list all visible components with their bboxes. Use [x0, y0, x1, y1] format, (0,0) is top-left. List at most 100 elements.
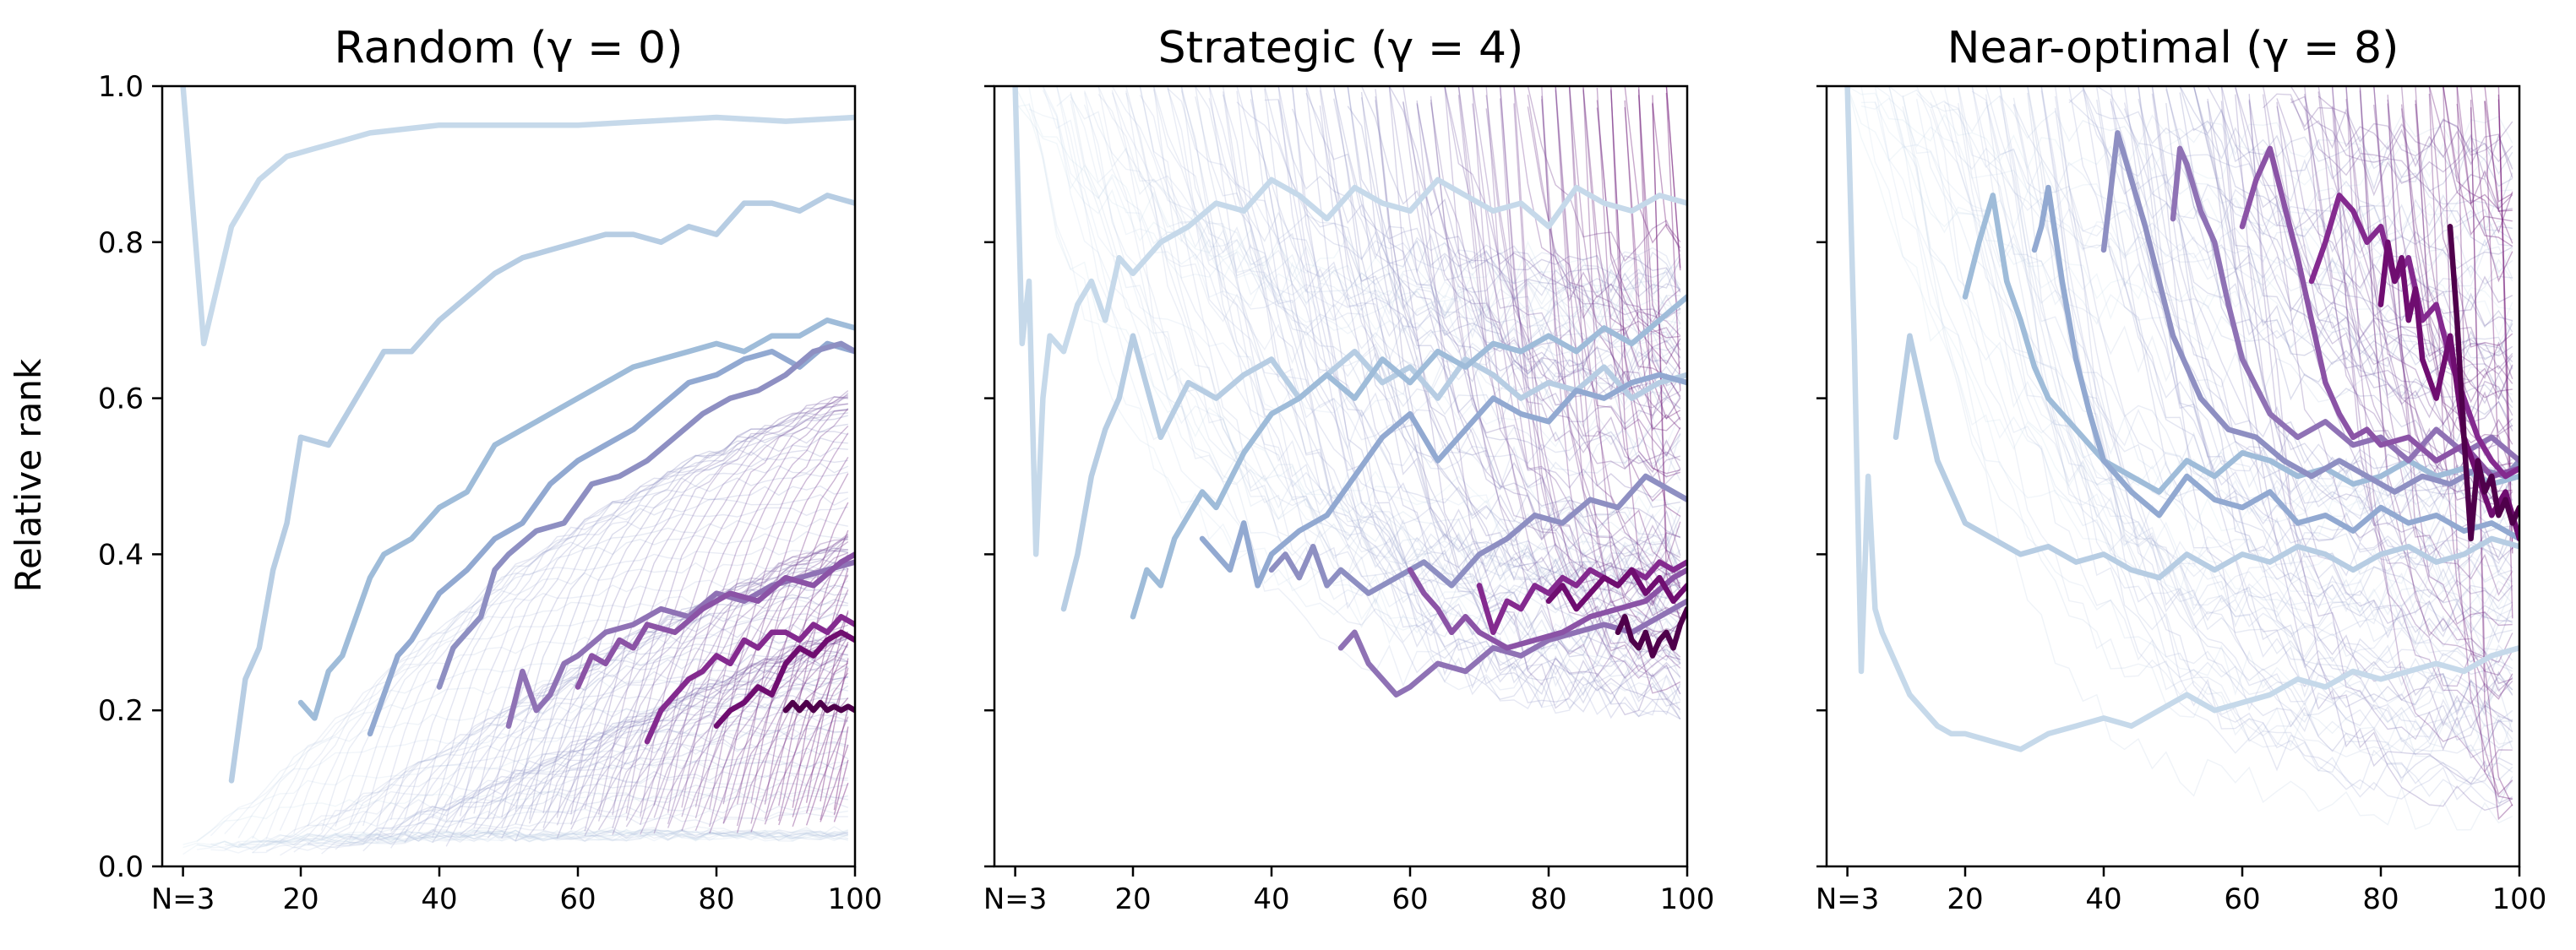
x-tick-label: 80 [698, 882, 734, 916]
background-trace [473, 437, 848, 814]
background-trace [1999, 86, 2513, 680]
background-trace [280, 829, 848, 856]
background-trace [1083, 92, 1681, 644]
x-tick-label: 40 [2085, 882, 2121, 916]
background-trace [1847, 86, 2513, 190]
background-trace [2248, 100, 2513, 759]
background-trace [321, 812, 848, 855]
background-trace [2207, 100, 2513, 558]
background-trace [1902, 106, 2513, 759]
background-trace [182, 828, 849, 849]
background-trace [196, 829, 849, 849]
highlighted-series-group [1012, 86, 1687, 698]
series-line-n20 [1962, 193, 2519, 495]
background-trace [1513, 86, 1681, 638]
background-trace [1472, 86, 1681, 420]
background-trace [1971, 86, 2513, 654]
highlighted-series-group [1844, 86, 2519, 752]
background-trace [2290, 95, 2513, 212]
background-trace [1056, 86, 1681, 583]
series-line-n90 [782, 699, 855, 714]
background-trace [722, 554, 849, 823]
background-trace [1277, 86, 1681, 720]
background-trace [2012, 97, 2513, 584]
background-trace [1250, 99, 1681, 543]
background-trace [390, 759, 849, 849]
background-trace [293, 757, 848, 848]
background-trace [389, 494, 849, 821]
y-tick-label: 0.4 [98, 538, 144, 572]
background-trace [1943, 86, 2513, 619]
background-trace [2138, 86, 2513, 785]
panel-random: N=3 20 40 60 80 100 0.0 0.2 0.4 0.6 0.8 1.0 Random (… [98, 23, 883, 916]
y-tick-label: 0.8 [98, 226, 144, 260]
background-trace [2387, 95, 2513, 627]
background-trace [2123, 86, 2513, 624]
background-trace [459, 448, 848, 817]
background-trace [1860, 86, 2513, 617]
background-trace [805, 716, 849, 826]
background-trace [1860, 97, 2513, 241]
background-trace [764, 502, 849, 805]
background-trace [653, 624, 849, 834]
background-trace [1250, 90, 1681, 621]
series-line-n50 [505, 559, 855, 729]
x-tick-label: 80 [1530, 882, 1566, 916]
background-trace [1457, 95, 1681, 607]
background-trace [1236, 101, 1681, 296]
background-trace [1430, 102, 1681, 409]
series-line-n40 [2100, 130, 2519, 495]
background-trace [515, 584, 848, 825]
background-trace [1125, 86, 1681, 639]
background-trace [1070, 96, 1681, 306]
background-trace [709, 426, 849, 810]
plot-frame [161, 84, 857, 868]
background-trace [2248, 99, 2513, 363]
background-trace [709, 552, 849, 828]
background-trace [196, 757, 848, 843]
background-trace [265, 790, 848, 844]
background-trace [1944, 101, 2513, 287]
background-trace [182, 828, 849, 855]
background-trace [335, 713, 848, 836]
background-trace [681, 533, 849, 817]
background-trace [417, 643, 849, 832]
panel-title: Near-optimal (γ = 8) [1947, 23, 2399, 73]
series-line-n40 [436, 340, 855, 690]
x-tick-label: 20 [1947, 882, 1983, 916]
background-trace [362, 518, 848, 827]
background-trace [2262, 86, 2513, 370]
background-trace [2082, 88, 2513, 209]
x-tick-label: N=3 [983, 882, 1048, 916]
background-trace [1180, 90, 1680, 594]
background-trace [2428, 86, 2513, 210]
series-line-n80 [1545, 567, 1687, 612]
background-trace [833, 759, 849, 816]
background-trace [750, 473, 849, 803]
background-trace [736, 561, 849, 827]
series-line-n30 [1199, 372, 1687, 589]
background-trace [2027, 86, 2513, 687]
background-trace [2110, 86, 2513, 573]
y-tick-label: 0.6 [98, 383, 144, 416]
background-trace [376, 506, 848, 827]
x-tick-label: 80 [2362, 882, 2399, 916]
background-trace [528, 412, 848, 820]
background-trace [2012, 104, 2513, 784]
series-line-n20 [1130, 294, 1687, 620]
series-line-n30 [2031, 184, 2519, 542]
series-line-n3 [1844, 86, 2519, 752]
background-trace [445, 719, 848, 847]
background-trace [432, 633, 848, 838]
y-tick-label: 1.0 [98, 70, 144, 104]
background-trace [2220, 100, 2513, 805]
background-trace [625, 390, 849, 814]
background-trace [1347, 106, 1681, 385]
background-trace [404, 654, 848, 834]
background-trace [1015, 101, 1681, 313]
background-trace [1402, 101, 1681, 393]
background-trace [1846, 86, 2513, 323]
background-trace [1277, 100, 1681, 666]
background-trace [1208, 86, 1681, 716]
background-trace [2096, 86, 2513, 183]
